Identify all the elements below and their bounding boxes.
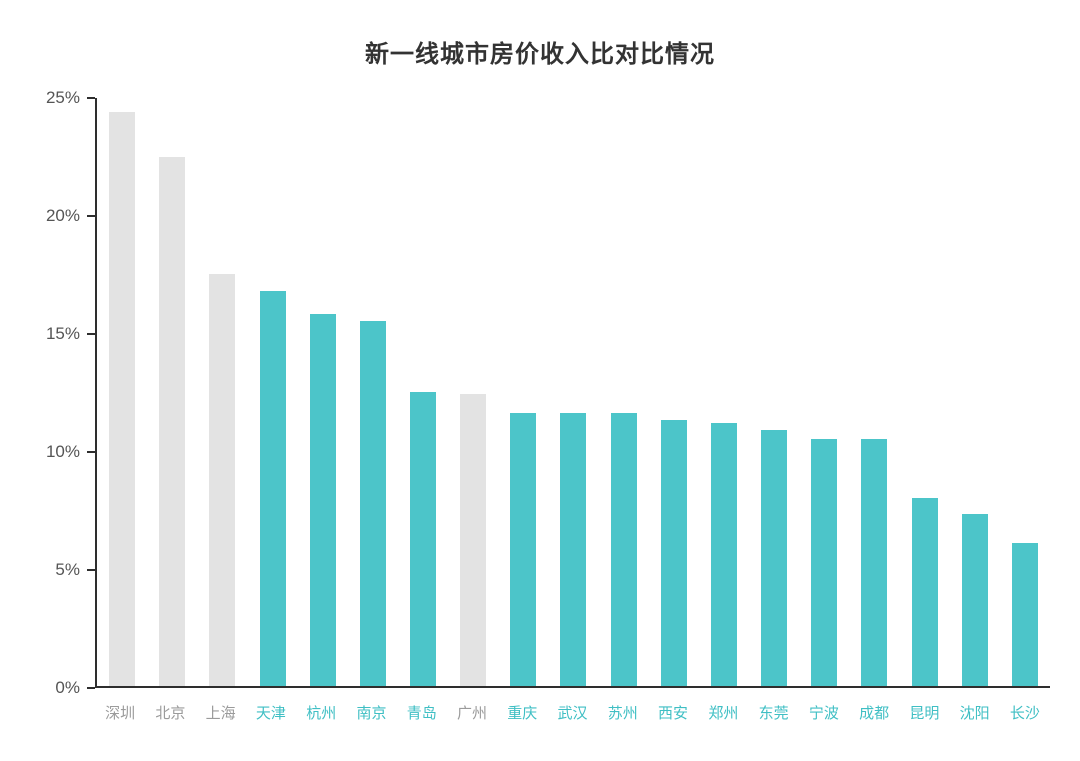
x-label-深圳: 深圳 [105,705,136,722]
x-label-杭州: 杭州 [306,705,337,722]
y-tick-label: 15% [45,324,80,343]
y-tick-label: 10% [45,442,80,461]
x-label-武汉: 武汉 [557,705,588,722]
y-axis: 0% 5% 10% 15% 20% 25% [0,88,95,697]
bar-成都 [861,439,888,686]
bar-slot [498,98,548,686]
bar-slot [348,98,398,686]
y-tick: 10% [46,442,95,462]
bar-重庆 [510,413,537,686]
bar-杭州 [309,314,336,686]
bar-slot [900,98,950,686]
y-tick-label: 5% [55,560,80,579]
y-tick-mark [87,569,95,571]
x-label-广州: 广州 [456,705,487,722]
chart-title: 新一线城市房价收入比对比情况 [365,41,715,68]
x-label-沈阳: 沈阳 [959,705,990,722]
x-label-昆明: 昆明 [909,705,940,722]
bars-container [97,98,1050,686]
bar-slot [950,98,1000,686]
x-label-苏州: 苏州 [607,705,638,722]
y-tick-mark [87,451,95,453]
bar-slot [247,98,297,686]
bar-slot [599,98,649,686]
x-label-宁波: 宁波 [808,705,839,722]
bar-slot [649,98,699,686]
bar-南京 [359,321,386,686]
bar-深圳 [109,112,136,686]
x-label-重庆: 重庆 [507,705,538,722]
bar-slot [97,98,147,686]
y-tick-mark [87,333,95,335]
bar-武汉 [560,413,587,686]
x-label-青岛: 青岛 [406,705,437,722]
x-label-成都: 成都 [859,705,890,722]
bar-广州 [460,394,487,686]
bar-slot [1000,98,1050,686]
x-label-西安: 西安 [658,705,689,722]
x-label-上海: 上海 [205,705,236,722]
x-label-长沙: 长沙 [1009,705,1040,722]
y-tick: 25% [46,88,95,108]
bar-slot [298,98,348,686]
bar-天津 [259,290,286,686]
bar-北京 [159,156,186,686]
bar-东莞 [761,429,788,686]
bar-苏州 [610,413,637,686]
y-tick-mark [87,215,95,217]
bar-slot [799,98,849,686]
bar-长沙 [1011,542,1038,686]
bar-slot [548,98,598,686]
bar-slot [197,98,247,686]
x-label-南京: 南京 [356,705,387,722]
bar-slot [849,98,899,686]
y-tick-label: 20% [45,206,80,225]
bar-宁波 [811,439,838,686]
bar-slot [448,98,498,686]
y-tick-label: 0% [55,678,80,697]
bar-郑州 [710,422,737,686]
bar-上海 [209,274,236,686]
y-tick-label: 25% [45,88,80,107]
y-tick: 20% [46,206,95,226]
bar-slot [398,98,448,686]
bar-slot [147,98,197,686]
y-tick: 5% [55,560,95,580]
x-label-天津: 天津 [255,705,286,722]
bar-沈阳 [961,514,988,686]
y-tick: 0% [55,678,95,698]
bar-slot [699,98,749,686]
x-label-郑州: 郑州 [708,705,739,722]
x-label-东莞: 东莞 [758,705,789,722]
plot-area [95,98,1050,688]
x-axis-labels: 深圳 北京 上海 天津 杭州 南京 青岛 广州 重庆 武汉 苏州 西安 郑州 东莞 宁波 成都 昆明 沈阳 长沙 [95,702,1050,723]
x-label-北京: 北京 [155,705,186,722]
y-tick: 15% [46,324,95,344]
bar-青岛 [410,392,437,686]
bar-昆明 [911,497,938,686]
bar-slot [749,98,799,686]
bar-西安 [660,420,687,686]
y-tick-mark [87,687,95,689]
y-tick-mark [87,97,95,99]
